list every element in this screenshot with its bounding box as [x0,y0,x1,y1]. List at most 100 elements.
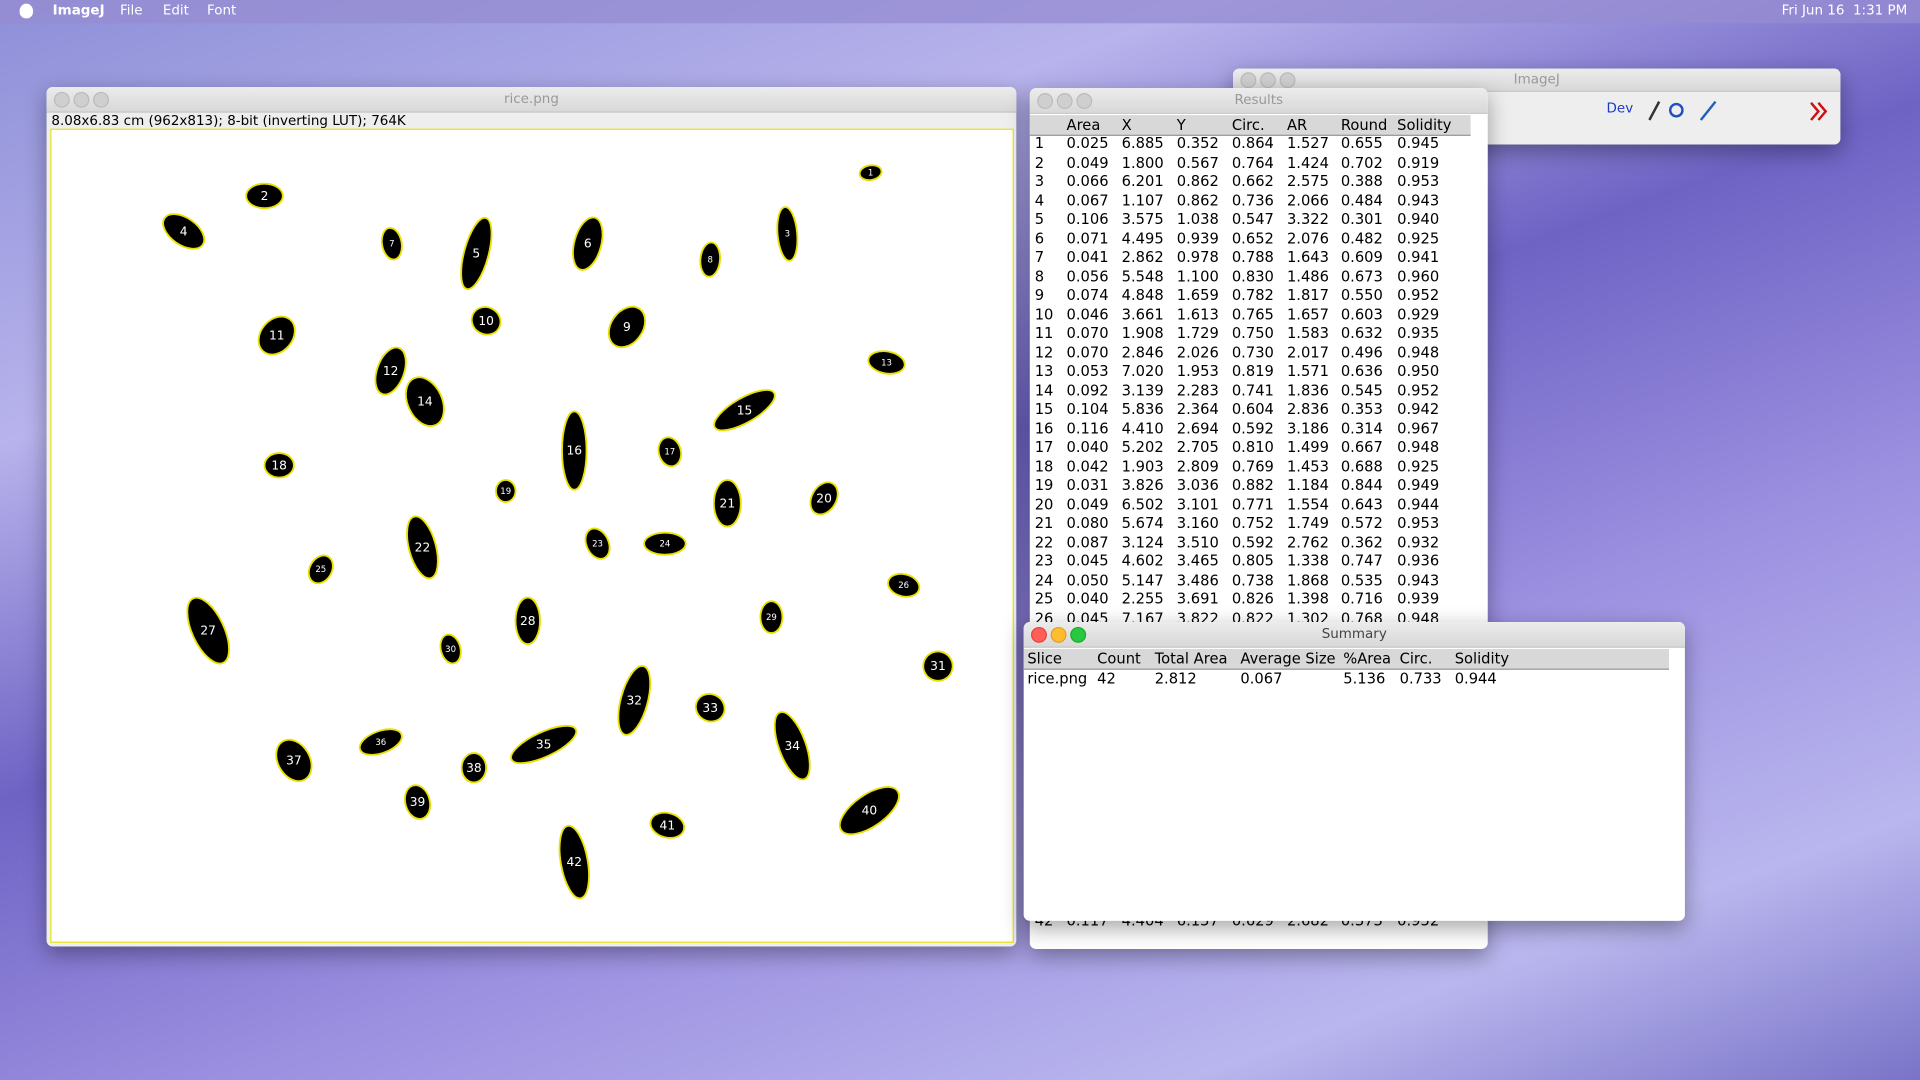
table-cell: 0.041 [1066,248,1109,266]
table-cell: 0.768 [1340,609,1383,627]
minimize-button[interactable] [1260,72,1276,89]
column-header: Area [1066,116,1101,134]
zoom-button[interactable] [1279,72,1296,89]
particle [460,752,488,784]
particle [510,724,578,765]
pencil-tool[interactable] [1648,101,1661,121]
particle [561,410,588,491]
close-button[interactable] [1031,626,1047,643]
table-cell: 2.017 [1286,343,1330,361]
table-cell: 0.943 [1397,191,1440,209]
minimize-button[interactable] [73,91,90,108]
table-cell: 0.862 [1176,191,1219,209]
table-cell: 0.738 [1231,571,1274,589]
particle-label: 39 [410,795,426,809]
particle [263,452,295,479]
title-bar: Summary [1023,622,1685,648]
apple-icon[interactable] [19,3,34,19]
particle-label: 37 [286,753,302,767]
table-cell: 0.116 [1066,419,1109,437]
picker-tool[interactable] [1699,100,1717,121]
table-cell: 0.547 [1231,210,1274,228]
table-cell: 1.398 [1286,590,1330,608]
table-cell: 0.771 [1231,495,1274,513]
table-cell: 0.535 [1340,571,1383,589]
particle-label: 14 [417,395,433,409]
dev-tool[interactable]: Dev [1606,100,1634,117]
zoom-button[interactable] [1076,93,1093,109]
table-cell: 21 [1034,514,1054,532]
window-title: Summary [1321,625,1387,642]
table-cell: 0.940 [1397,210,1440,228]
minimize-button[interactable] [1056,93,1073,109]
particle [257,315,296,356]
particle-label: 30 [445,645,456,655]
table-cell: 19 [1034,476,1054,494]
particle-label: 40 [862,804,878,818]
table-cell: 0.388 [1340,172,1383,190]
particle [584,527,611,560]
table-cell: 3 [1034,172,1045,190]
menu-item[interactable]: Edit [162,2,189,19]
table-cell: 5.136 [1343,669,1386,687]
table-cell: 2.812 [1154,669,1197,687]
table-cell: 1.903 [1121,457,1164,475]
column-header: AR [1286,116,1308,134]
table-cell: 0.948 [1397,343,1440,361]
table-cell: 0.939 [1176,229,1219,247]
table-cell: 2.846 [1121,343,1164,361]
table-cell: 1 [1034,134,1045,152]
particle-label: 11 [269,329,285,343]
table-cell: 0.643 [1340,495,1383,513]
table-cell: 2.809 [1176,457,1219,475]
table-cell: 3.575 [1121,210,1164,228]
particle-label: 22 [415,540,431,554]
table-cell: 42 [1097,669,1116,687]
clock[interactable]: Fri Jun 16 1:31 PM [1781,2,1908,19]
particle [887,572,921,598]
table-cell: 0.919 [1397,153,1440,171]
title-bar: rice.png [46,86,1017,113]
table-cell: 4.848 [1121,286,1164,304]
table-cell: 1.184 [1286,476,1330,494]
particle [162,213,206,250]
zoom-button[interactable] [93,91,109,108]
table-cell: 0.352 [1176,134,1219,152]
particle [838,786,900,836]
table-cell: 3.465 [1176,552,1219,570]
table-cell: 5.674 [1121,514,1164,532]
table-cell: 1.657 [1286,305,1330,323]
table-cell: 0.655 [1340,134,1383,152]
close-button[interactable] [1240,72,1257,89]
minimize-button[interactable] [1050,626,1067,643]
table-cell: 1.659 [1176,286,1219,304]
title-bar: ImageJ [1233,68,1841,92]
table-cell: 0.702 [1340,153,1383,171]
table-cell: 0.604 [1231,400,1274,418]
table-cell: 7.020 [1121,362,1164,380]
table-cell: 0.736 [1231,191,1274,209]
table-cell: 2.705 [1176,438,1219,456]
table-cell: 0.944 [1454,669,1497,687]
column-header: Solidity [1454,650,1510,668]
table-cell: 5.202 [1121,438,1164,456]
table-cell: 0.862 [1176,172,1219,190]
menu-item[interactable]: File [120,2,143,19]
brush-tool[interactable] [1668,102,1684,118]
table-cell: 0.939 [1397,590,1440,608]
table-cell: 0.592 [1231,533,1274,551]
zoom-button[interactable] [1070,626,1087,643]
close-button[interactable] [53,91,70,108]
close-button[interactable] [1037,93,1054,109]
table-cell: 25 [1034,590,1054,608]
column-header: Circ. [1231,116,1265,134]
table-cell: 0.953 [1397,514,1440,532]
more-tools[interactable] [1810,102,1828,121]
table-cell: 6.885 [1121,134,1164,152]
menu-item[interactable]: ImageJ [52,2,105,19]
table-cell: 2.862 [1121,248,1164,266]
table-cell: 1.749 [1286,514,1330,532]
menu-item[interactable]: Font [206,2,237,19]
table-cell: 5.548 [1121,267,1164,285]
particle [380,226,403,261]
